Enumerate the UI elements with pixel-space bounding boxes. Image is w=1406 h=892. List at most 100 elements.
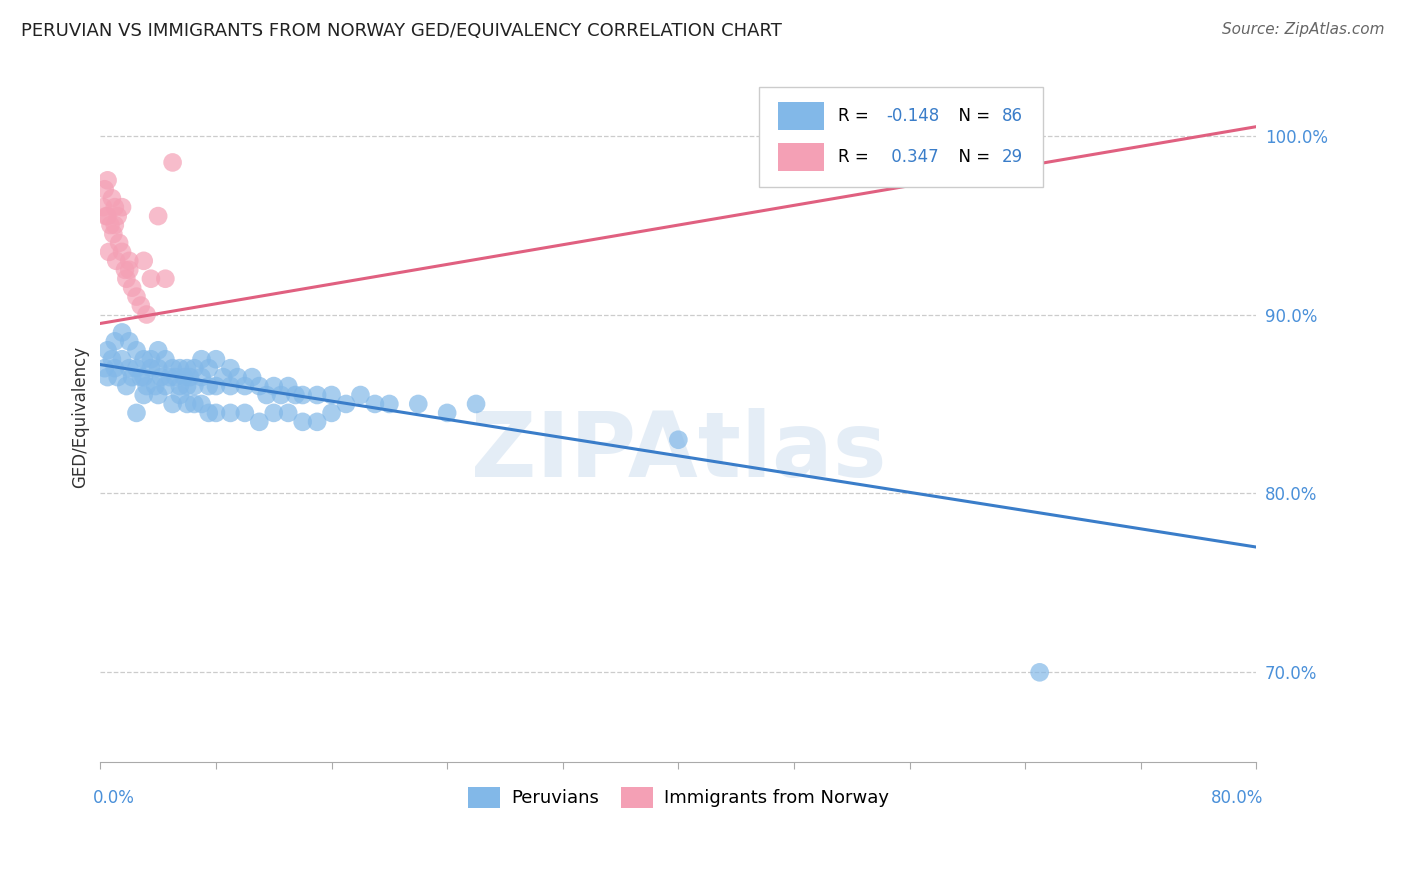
Point (247, 379, 270, 393)
Point (197, 406, 219, 420)
Point (169, 379, 191, 393)
Point (190, 397, 212, 411)
Point (205, 352, 228, 367)
FancyBboxPatch shape (778, 144, 824, 171)
Point (97, 343, 120, 358)
Text: R =: R = (838, 107, 875, 125)
Point (277, 379, 299, 393)
Point (93, 361, 115, 376)
Point (100, 218, 122, 232)
Point (107, 370, 129, 384)
Point (91, 200, 114, 214)
Text: 80.0%: 80.0% (1211, 789, 1264, 806)
Point (94, 209, 117, 223)
Point (378, 397, 401, 411)
Point (125, 361, 148, 376)
Point (150, 370, 173, 384)
Point (197, 361, 219, 376)
Point (256, 388, 278, 402)
Point (173, 370, 195, 384)
Point (139, 352, 162, 367)
Point (205, 406, 228, 420)
Point (179, 370, 201, 384)
Text: -0.148: -0.148 (886, 107, 939, 125)
Point (183, 397, 205, 411)
Point (104, 218, 127, 232)
Point (291, 415, 314, 429)
Point (146, 209, 169, 223)
Point (132, 253, 155, 268)
Point (284, 388, 307, 402)
Point (118, 262, 141, 277)
Point (162, 361, 184, 376)
Point (176, 379, 198, 393)
Point (114, 262, 136, 277)
Legend: Peruvians, Immigrants from Norway: Peruvians, Immigrants from Norway (461, 780, 896, 814)
Point (125, 343, 148, 358)
Point (364, 397, 387, 411)
Point (111, 200, 134, 214)
Point (169, 388, 191, 402)
Point (125, 290, 148, 304)
Point (103, 227, 125, 241)
Point (107, 209, 129, 223)
Text: 29: 29 (1002, 148, 1024, 166)
Point (135, 308, 157, 322)
Point (104, 334, 127, 349)
Point (118, 361, 141, 376)
Point (183, 379, 205, 393)
Point (132, 388, 155, 402)
Text: N =: N = (948, 107, 995, 125)
Point (121, 280, 143, 294)
Text: N =: N = (948, 148, 995, 166)
FancyBboxPatch shape (759, 87, 1042, 186)
Text: Source: ZipAtlas.com: Source: ZipAtlas.com (1222, 22, 1385, 37)
Point (165, 370, 187, 384)
Point (93, 182, 115, 196)
Point (97, 173, 120, 187)
Point (240, 370, 263, 384)
Point (125, 406, 148, 420)
Point (270, 388, 292, 402)
Point (263, 379, 285, 393)
Point (98, 244, 121, 259)
FancyBboxPatch shape (778, 103, 824, 130)
Point (115, 271, 138, 285)
Point (183, 361, 205, 376)
Point (465, 397, 488, 411)
Point (176, 397, 198, 411)
Point (666, 433, 689, 447)
Point (135, 379, 157, 393)
Point (111, 352, 134, 367)
Point (233, 406, 256, 420)
Point (1028, 665, 1050, 680)
Point (155, 379, 177, 393)
Point (321, 406, 343, 420)
Point (97, 370, 120, 384)
Point (105, 253, 128, 268)
Point (226, 370, 249, 384)
Point (115, 379, 138, 393)
Point (219, 361, 242, 376)
Point (139, 271, 162, 285)
Text: 0.347: 0.347 (886, 148, 939, 166)
Point (121, 370, 143, 384)
Point (190, 352, 212, 367)
Point (169, 361, 191, 376)
Point (101, 191, 124, 205)
Point (155, 271, 177, 285)
Point (97, 209, 120, 223)
Point (129, 299, 152, 313)
Point (111, 326, 134, 340)
Y-axis label: GED/Equivalency: GED/Equivalency (72, 346, 89, 489)
Point (143, 379, 166, 393)
Point (111, 244, 134, 259)
Point (406, 397, 429, 411)
Point (307, 388, 329, 402)
Text: PERUVIAN VS IMMIGRANTS FROM NORWAY GED/EQUIVALENCY CORRELATION CHART: PERUVIAN VS IMMIGRANTS FROM NORWAY GED/E… (21, 22, 782, 40)
Point (146, 361, 169, 376)
Point (159, 370, 181, 384)
Point (205, 379, 228, 393)
Point (212, 370, 235, 384)
Point (129, 370, 152, 384)
